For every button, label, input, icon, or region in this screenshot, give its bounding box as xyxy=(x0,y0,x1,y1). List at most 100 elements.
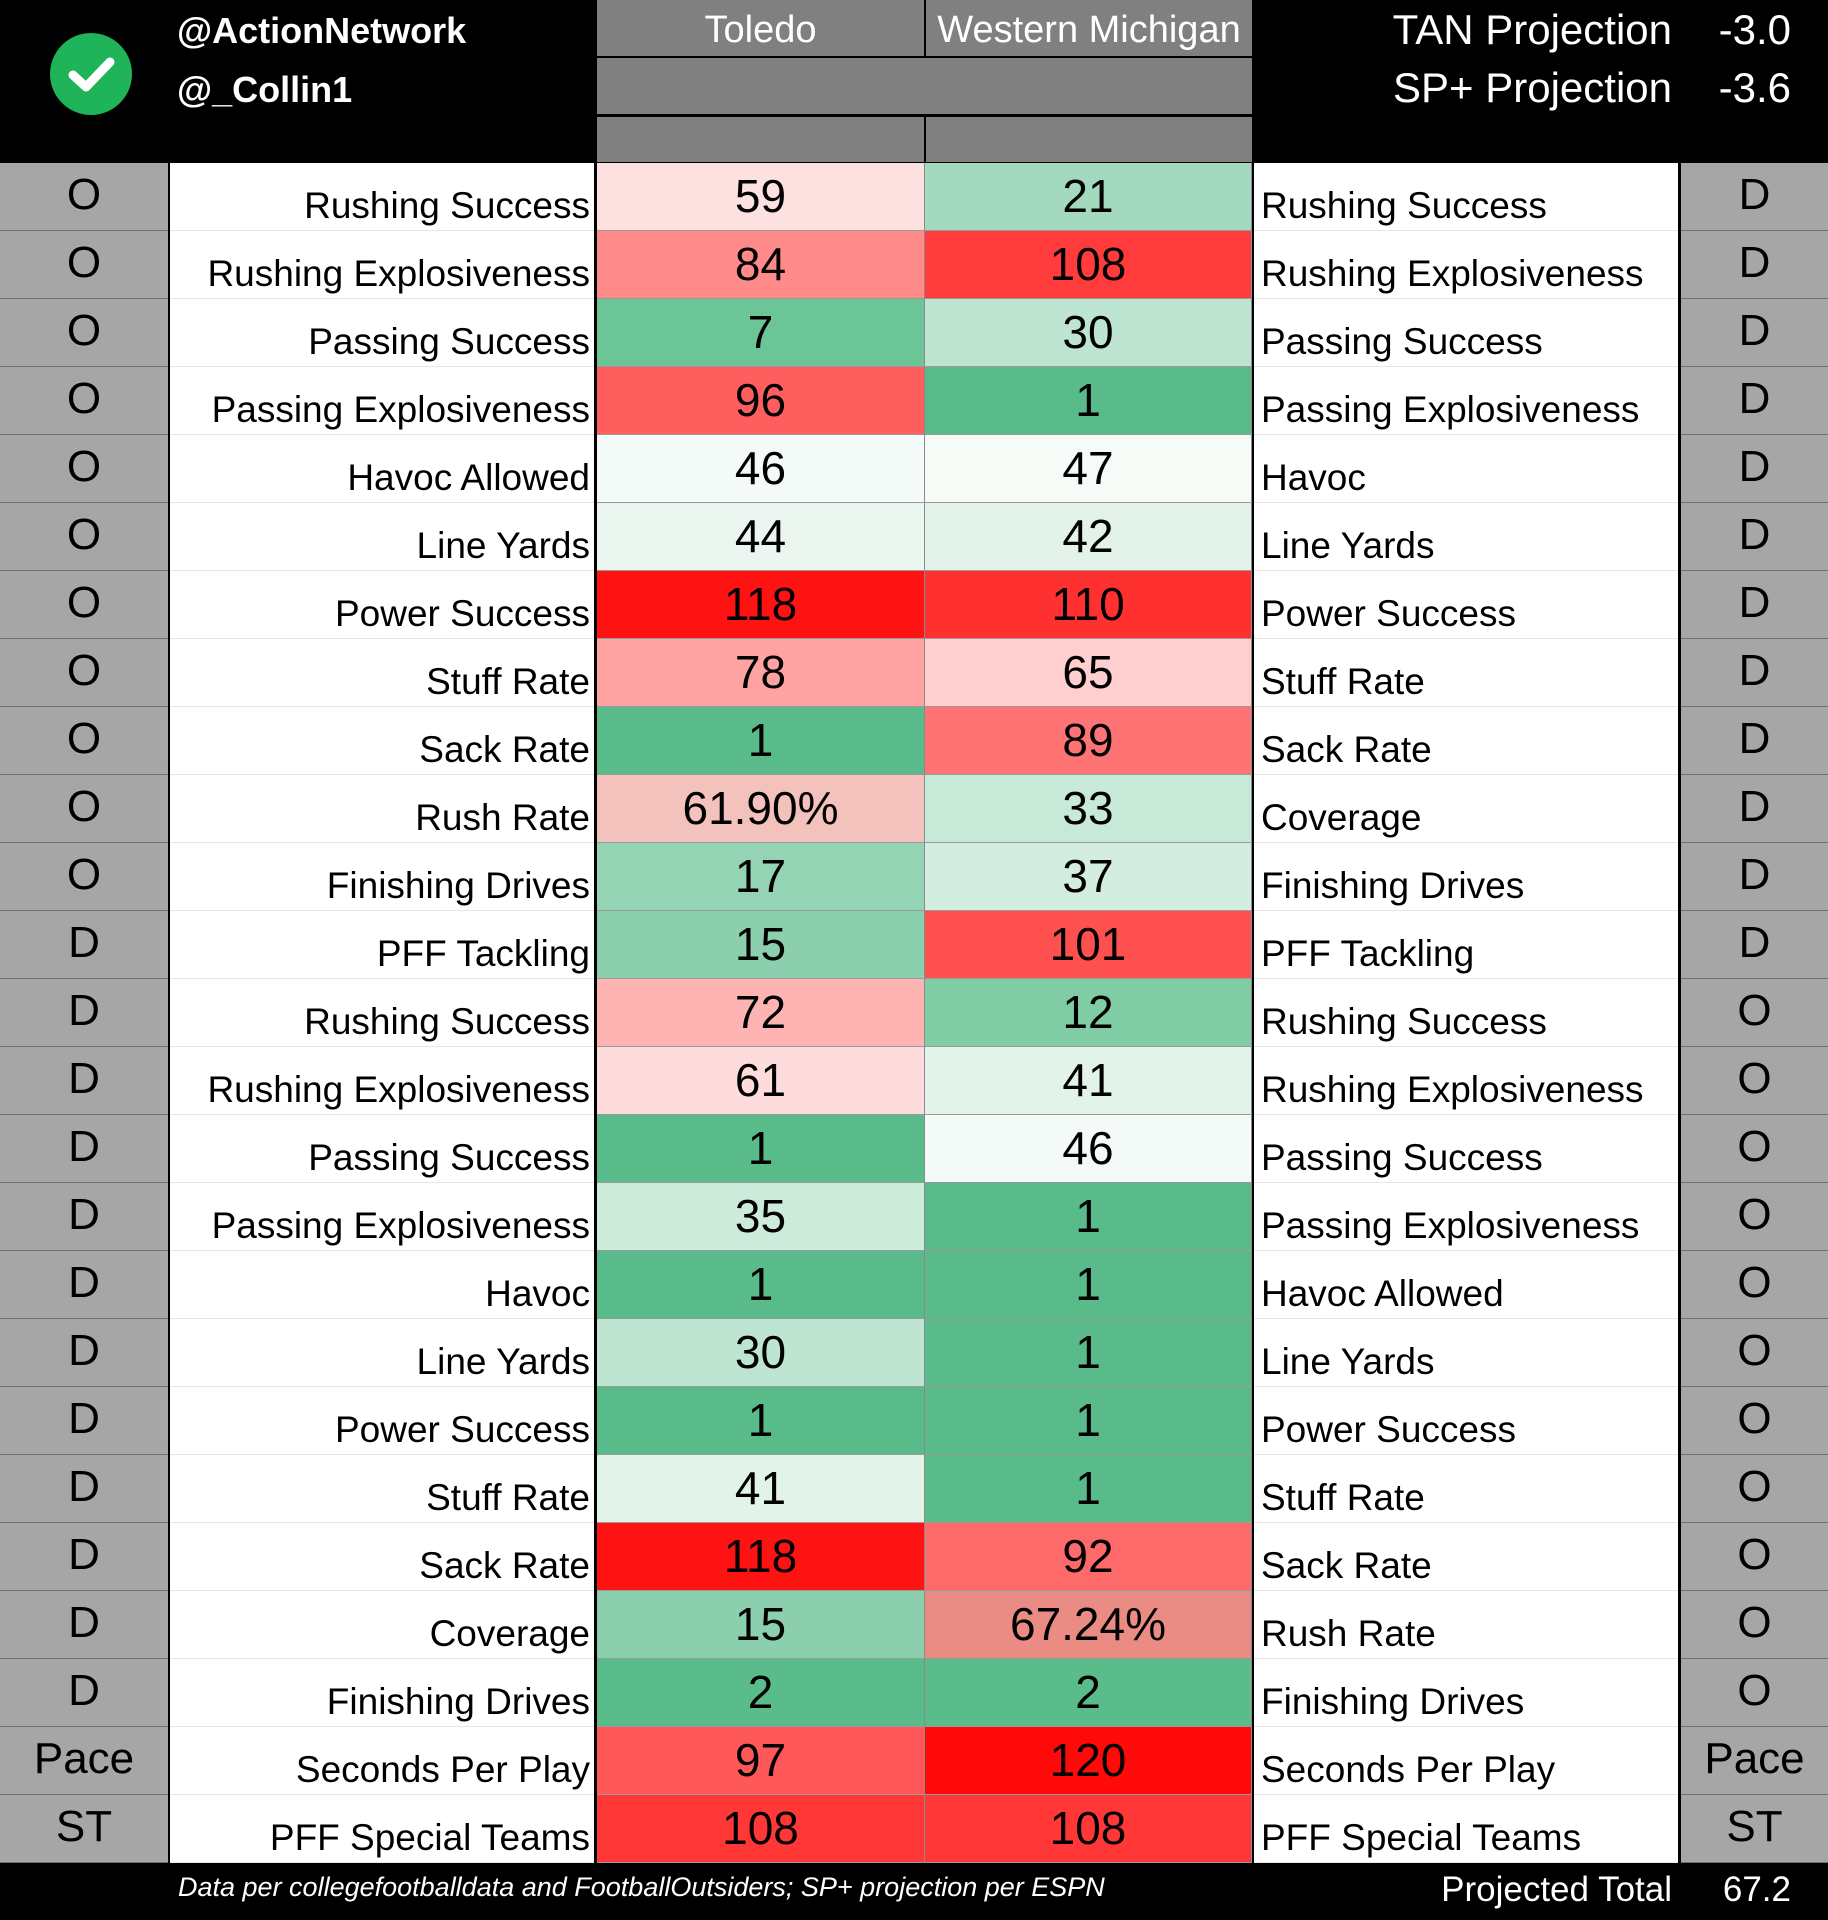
right-side-label: D xyxy=(1681,571,1828,639)
header-band xyxy=(597,58,1252,114)
toledo-value: 15 xyxy=(597,911,925,979)
right-metric-name: Coverage xyxy=(1254,775,1678,843)
table-row: D Power Success 1 1 Power Success O xyxy=(0,1387,1828,1455)
left-metric-name: PFF Special Teams xyxy=(170,1795,594,1863)
left-metric-name: Passing Success xyxy=(170,1115,594,1183)
toledo-value: 15 xyxy=(597,1591,925,1659)
right-side-label: D xyxy=(1681,843,1828,911)
right-side-label: O xyxy=(1681,1455,1828,1523)
table-row: O Sack Rate 1 89 Sack Rate D xyxy=(0,707,1828,775)
right-side-label: D xyxy=(1681,911,1828,979)
table-row: O Finishing Drives 17 37 Finishing Drives D xyxy=(0,843,1828,911)
left-metric-name: Line Yards xyxy=(170,1319,594,1387)
western-michigan-value: 65 xyxy=(925,639,1252,707)
projected-total-value: 67.2 xyxy=(1722,1870,1791,1909)
left-metric-name: Havoc xyxy=(170,1251,594,1319)
table-row: O Passing Success 7 30 Passing Success D xyxy=(0,299,1828,367)
table-row: O Passing Explosiveness 96 1 Passing Explosi… xyxy=(0,367,1828,435)
toledo-value: 96 xyxy=(597,367,925,435)
right-metric-name: Sack Rate xyxy=(1254,1523,1678,1591)
right-side-label: D xyxy=(1681,707,1828,775)
right-metric-name: Power Success xyxy=(1254,571,1678,639)
left-metric-name: Havoc Allowed xyxy=(170,435,594,503)
western-michigan-value: 89 xyxy=(925,707,1252,775)
right-metric-name: Finishing Drives xyxy=(1254,1659,1678,1727)
left-metric-name: Passing Success xyxy=(170,299,594,367)
header-band-western-michigan xyxy=(926,117,1252,162)
toledo-value: 17 xyxy=(597,843,925,911)
check-circle-icon xyxy=(50,33,132,115)
right-metric-name: Rushing Success xyxy=(1254,163,1678,231)
western-michigan-value: 1 xyxy=(925,367,1252,435)
western-michigan-value: 47 xyxy=(925,435,1252,503)
table-row: ST PFF Special Teams 108 108 PFF Special Tea… xyxy=(0,1795,1828,1863)
toledo-value: 44 xyxy=(597,503,925,571)
left-side-label: O xyxy=(0,571,168,639)
western-michigan-value: 30 xyxy=(925,299,1252,367)
left-side-label: O xyxy=(0,639,168,707)
right-metric-name: Stuff Rate xyxy=(1254,639,1678,707)
right-metric-name: Rush Rate xyxy=(1254,1591,1678,1659)
table-row: O Power Success 118 110 Power Success D xyxy=(0,571,1828,639)
toledo-value: 1 xyxy=(597,1387,925,1455)
right-side-label: O xyxy=(1681,979,1828,1047)
toledo-value: 61.90% xyxy=(597,775,925,843)
left-side-label: D xyxy=(0,1523,168,1591)
left-side-label: O xyxy=(0,163,168,231)
right-side-label: O xyxy=(1681,1523,1828,1591)
western-michigan-value: 2 xyxy=(925,1659,1252,1727)
left-side-label: O xyxy=(0,299,168,367)
right-side-label: O xyxy=(1681,1183,1828,1251)
left-side-label: D xyxy=(0,1183,168,1251)
western-michigan-value: 21 xyxy=(925,163,1252,231)
toledo-value: 1 xyxy=(597,1115,925,1183)
western-michigan-value: 108 xyxy=(925,231,1252,299)
right-side-label: ST xyxy=(1681,1795,1828,1863)
western-michigan-value: 1 xyxy=(925,1455,1252,1523)
left-side-label: D xyxy=(0,1659,168,1727)
left-metric-name: Passing Explosiveness xyxy=(170,367,594,435)
tan-projection-value: -3.0 xyxy=(1718,6,1791,53)
team-header-toledo: Toledo xyxy=(597,0,924,56)
table-row: D Line Yards 30 1 Line Yards O xyxy=(0,1319,1828,1387)
right-side-label: O xyxy=(1681,1115,1828,1183)
left-metric-name: Coverage xyxy=(170,1591,594,1659)
projected-total-label: Projected Total xyxy=(1441,1870,1672,1909)
left-metric-name: Line Yards xyxy=(170,503,594,571)
right-side-label: D xyxy=(1681,231,1828,299)
toledo-value: 118 xyxy=(597,1523,925,1591)
left-side-label: O xyxy=(0,843,168,911)
right-metric-name: Sack Rate xyxy=(1254,707,1678,775)
right-metric-name: Passing Explosiveness xyxy=(1254,1183,1678,1251)
left-metric-name: Rushing Explosiveness xyxy=(170,1047,594,1115)
toledo-value: 118 xyxy=(597,571,925,639)
left-side-label: O xyxy=(0,367,168,435)
data-source-note: Data per collegefootballdata and Footbal… xyxy=(178,1872,1105,1902)
left-side-label: D xyxy=(0,1047,168,1115)
left-metric-name: Rushing Success xyxy=(170,163,594,231)
western-michigan-value: 41 xyxy=(925,1047,1252,1115)
toledo-value: 72 xyxy=(597,979,925,1047)
handle-secondary: @_Collin1 xyxy=(177,69,353,110)
right-metric-name: Line Yards xyxy=(1254,1319,1678,1387)
right-side-label: O xyxy=(1681,1659,1828,1727)
right-side-label: D xyxy=(1681,367,1828,435)
left-side-label: D xyxy=(0,1455,168,1523)
right-metric-name: Rushing Explosiveness xyxy=(1254,1047,1678,1115)
left-side-label: O xyxy=(0,435,168,503)
table-row: D Rushing Explosiveness 61 41 Rushing Explos… xyxy=(0,1047,1828,1115)
right-metric-name: Rushing Explosiveness xyxy=(1254,231,1678,299)
right-metric-name: PFF Tackling xyxy=(1254,911,1678,979)
right-metric-name: Rushing Success xyxy=(1254,979,1678,1047)
western-michigan-value: 12 xyxy=(925,979,1252,1047)
western-michigan-value: 67.24% xyxy=(925,1591,1252,1659)
right-side-label: D xyxy=(1681,775,1828,843)
toledo-value: 30 xyxy=(597,1319,925,1387)
left-metric-name: Passing Explosiveness xyxy=(170,1183,594,1251)
left-metric-name: Power Success xyxy=(170,571,594,639)
western-michigan-value: 108 xyxy=(925,1795,1252,1863)
right-side-label: O xyxy=(1681,1047,1828,1115)
toledo-value: 41 xyxy=(597,1455,925,1523)
left-metric-name: Finishing Drives xyxy=(170,1659,594,1727)
